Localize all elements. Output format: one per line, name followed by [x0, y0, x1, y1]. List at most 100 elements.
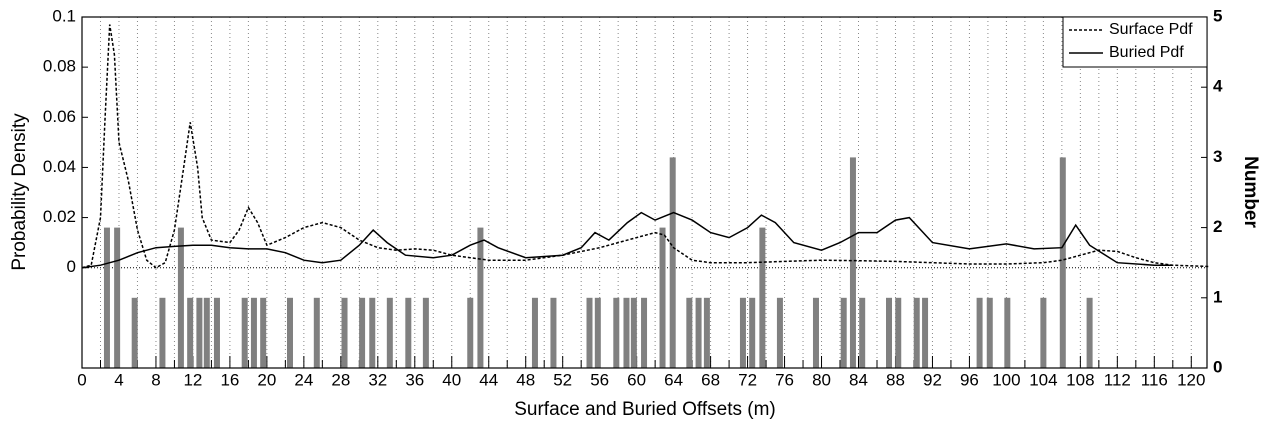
x-tick-label: 36	[405, 370, 424, 389]
x-tick-label: 92	[923, 370, 942, 389]
bar	[386, 297, 393, 368]
x-axis-label: Surface and Buried Offsets (m)	[514, 399, 776, 420]
x-tick-label: 40	[442, 370, 461, 389]
y2-tick-label: 4	[1213, 77, 1223, 96]
bar	[477, 227, 484, 368]
bar	[759, 227, 766, 368]
x-tick-label: 8	[151, 370, 160, 389]
bar	[550, 297, 557, 368]
plot-frame	[81, 16, 1208, 369]
bar	[1040, 297, 1047, 368]
y-tick-label: 0.08	[43, 57, 76, 76]
x-tick-label: 104	[1029, 370, 1057, 389]
bar	[131, 297, 138, 368]
bar	[531, 297, 538, 368]
x-tick-label: 116	[1141, 370, 1168, 389]
bar	[177, 227, 184, 368]
bar	[859, 297, 866, 368]
bar	[840, 297, 847, 368]
y2-tick-label: 1	[1213, 287, 1222, 306]
bar	[241, 297, 248, 368]
bar	[776, 297, 783, 368]
y-tick-label: 0.1	[52, 6, 76, 25]
x-tick-label: 68	[701, 370, 720, 389]
bar	[641, 297, 648, 368]
bar	[159, 297, 166, 368]
bar	[187, 297, 194, 368]
bar	[359, 297, 366, 368]
x-tick-label: 0	[77, 370, 86, 389]
x-tick-label: 80	[812, 370, 831, 389]
bar	[913, 297, 920, 368]
bar	[586, 297, 593, 368]
x-tick-label: 108	[1066, 370, 1094, 389]
x-tick-label: 4	[114, 370, 123, 389]
pdf-line	[81, 211, 1173, 269]
bar	[703, 297, 710, 368]
bar	[196, 297, 203, 368]
y2-axis-label: Number	[1240, 156, 1261, 228]
x-tick-label: 60	[627, 370, 646, 389]
bar	[369, 297, 376, 368]
bar	[749, 297, 756, 368]
bar	[203, 297, 210, 368]
x-tick-label: 48	[516, 370, 535, 389]
x-tick-label: 16	[220, 370, 239, 389]
y-tick-label: 0.02	[43, 207, 76, 226]
bar	[422, 297, 429, 368]
x-tick-label: 56	[590, 370, 609, 389]
bar	[986, 297, 993, 368]
y-axis-label: Probability Density	[9, 113, 30, 271]
y-tick-label: 0.04	[43, 157, 76, 176]
bar	[895, 297, 902, 368]
x-tick-label: 32	[368, 370, 387, 389]
bar	[849, 157, 856, 368]
x-tick-label: 20	[257, 370, 276, 389]
x-tick-label: 64	[664, 370, 683, 389]
y-tick-label: 0.06	[43, 107, 76, 126]
bar	[630, 297, 637, 368]
bar	[594, 297, 601, 368]
bar	[623, 297, 630, 368]
bar	[103, 227, 110, 368]
bar	[286, 297, 293, 368]
x-tick-label: 96	[960, 370, 979, 389]
bar	[1059, 157, 1066, 368]
legend-box	[1062, 16, 1208, 68]
bar	[669, 157, 676, 368]
y2-tick-label: 0	[1213, 357, 1222, 376]
bar	[405, 297, 412, 368]
legend-label: Surface Pdf	[1109, 21, 1193, 38]
bar	[260, 297, 267, 368]
x-tick-label: 76	[775, 370, 794, 389]
bar	[613, 297, 620, 368]
y-tick-label: 0	[67, 257, 76, 276]
x-tick-label: 84	[849, 370, 868, 389]
bar	[695, 297, 702, 368]
y2-tick-label: 2	[1213, 217, 1222, 236]
bar	[313, 297, 320, 368]
x-tick-label: 120	[1177, 370, 1205, 389]
bar	[467, 297, 474, 368]
bar	[976, 297, 983, 368]
bar	[114, 227, 121, 368]
bar	[250, 297, 257, 368]
y2-tick-label: 5	[1213, 6, 1222, 25]
bar	[341, 297, 348, 368]
x-tick-label: 24	[294, 370, 313, 389]
x-tick-label: 88	[886, 370, 905, 389]
y2-tick-label: 3	[1213, 147, 1222, 166]
bar	[922, 297, 929, 368]
bar	[1086, 297, 1093, 368]
bar	[739, 297, 746, 368]
x-tick-label: 52	[553, 370, 572, 389]
x-tick-label: 72	[738, 370, 757, 389]
x-tick-label: 44	[479, 370, 498, 389]
bar	[812, 297, 819, 368]
legend-label: Buried Pdf	[1109, 44, 1184, 61]
bar	[213, 297, 220, 368]
x-tick-label: 12	[183, 370, 202, 389]
bar	[659, 227, 666, 368]
bar	[686, 297, 693, 368]
x-tick-label: 28	[331, 370, 350, 389]
